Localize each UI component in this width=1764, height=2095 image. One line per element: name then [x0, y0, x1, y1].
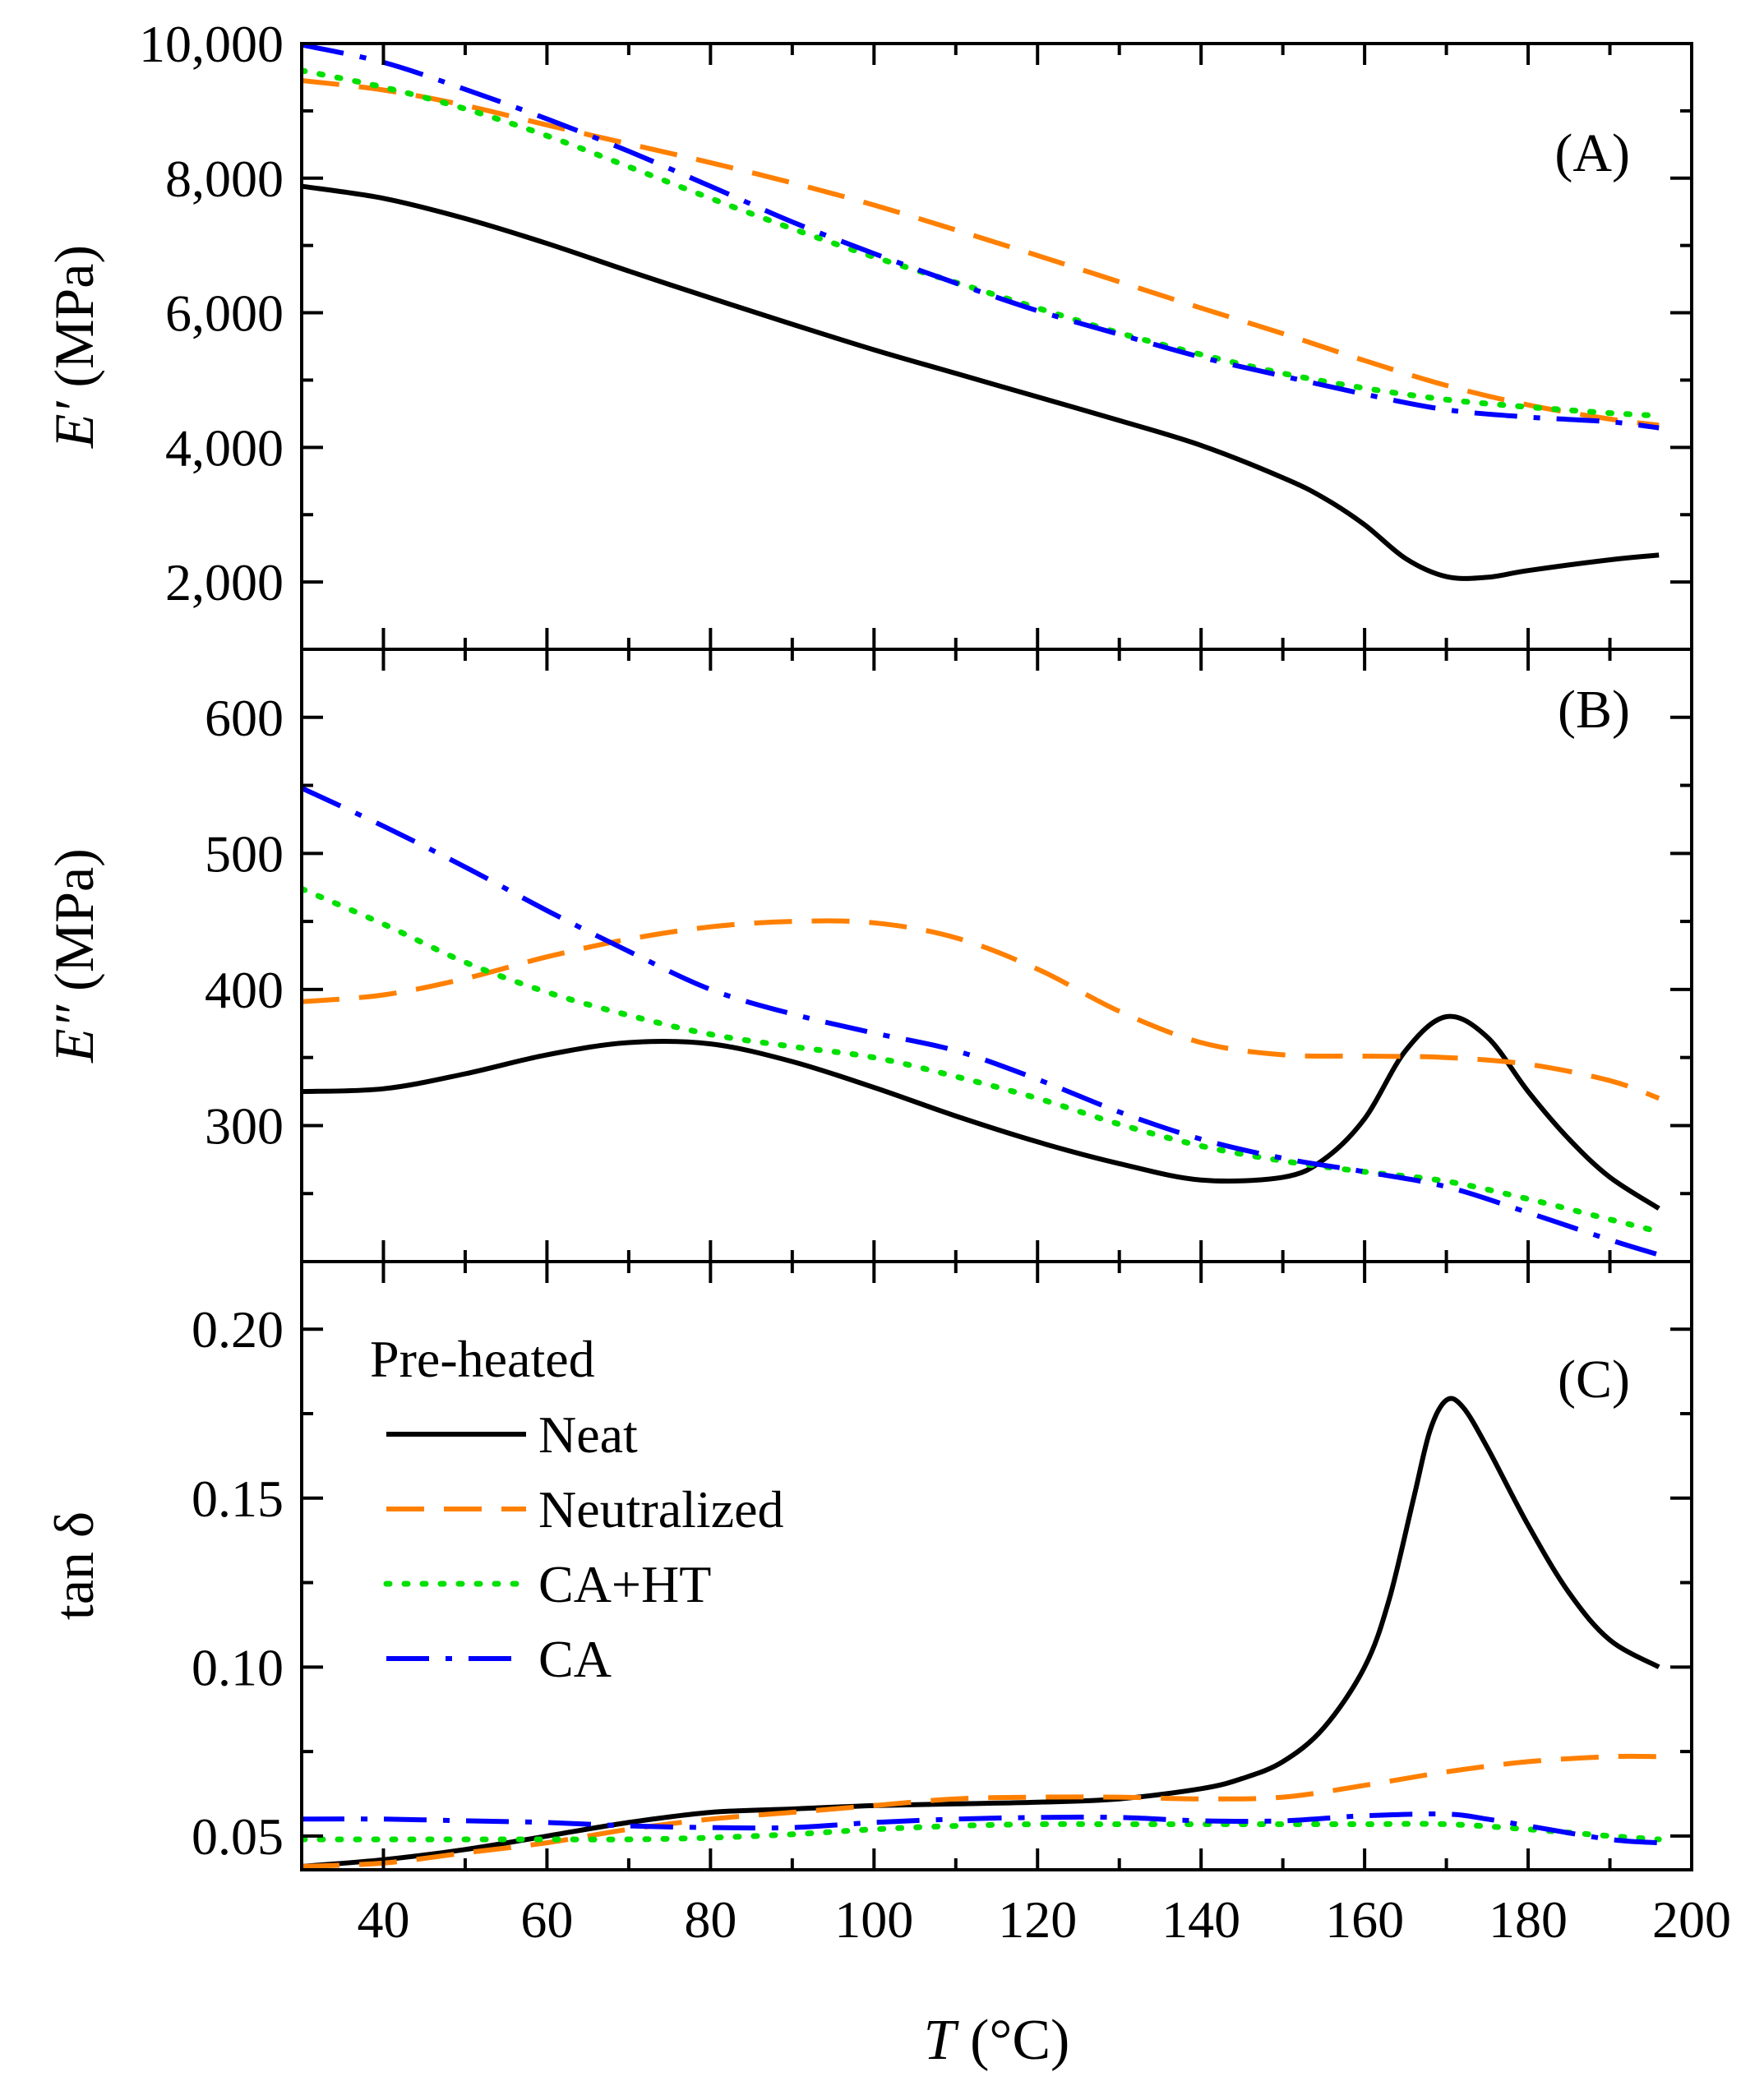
series-line-neat-c — [302, 1396, 1660, 1869]
y-tick-label-a: 6,000 — [165, 284, 284, 343]
series-line-neutralized-c — [302, 1753, 1660, 1869]
x-axis-symbol: T — [924, 2009, 960, 2072]
x-tick-label: 40 — [357, 1890, 409, 1949]
series-line-ca-c — [302, 1811, 1660, 1846]
y-tick-label-c: 0.15 — [192, 1470, 284, 1528]
series-line-neutralized-b — [302, 918, 1660, 1101]
panel-c: 0.05 0.10 0.15 0.20 (C) tan δ 40 60 80 100 120 140 1… — [43, 1260, 1731, 2072]
legend: Pre-heated Neat Neutralized CA+HT CA — [370, 1330, 784, 1688]
legend-label-neutralized: Neutralized — [538, 1480, 784, 1539]
plot-frame-c — [300, 1260, 1693, 1871]
panel-a: 2,000 4,000 6,000 8,000 10,000 (A) E′ (MPa) — [43, 15, 1693, 651]
panel-label: (A) — [1554, 123, 1630, 183]
y-axis-unit: (MPa) — [43, 245, 105, 402]
y-tick-label-b: 500 — [205, 824, 284, 883]
y-axis-label: tan δ — [43, 1511, 105, 1620]
x-tick-label: 160 — [1325, 1890, 1404, 1949]
y-axis-unit: (MPa) — [43, 848, 105, 1005]
series-line-ca-ht-a — [302, 67, 1662, 419]
y-axis-label: E′ (MPa) — [43, 245, 105, 449]
y-tick-label-c: 0.20 — [192, 1300, 284, 1359]
legend-label-ca: CA — [538, 1630, 612, 1688]
y-tick-label-a: 2,000 — [165, 553, 284, 611]
legend-label-neat: Neat — [538, 1405, 638, 1464]
series-line-ca-ht-c — [302, 1820, 1662, 1843]
panel-label: (C) — [1558, 1350, 1630, 1410]
series-line-neat-a — [302, 183, 1660, 581]
x-axis-label: T (°C) — [924, 2009, 1070, 2072]
y-tick-label-c: 0.10 — [192, 1638, 284, 1696]
x-tick-label: 180 — [1489, 1890, 1568, 1949]
y-axis-symbol: E″ — [43, 1004, 105, 1064]
series-line-ca-ht-b — [302, 885, 1662, 1235]
legend-label-ca-ht: CA+HT — [538, 1555, 711, 1613]
x-tick-label: 200 — [1652, 1890, 1731, 1949]
x-tick-label: 140 — [1161, 1890, 1240, 1949]
series-line-ca-b — [302, 786, 1660, 1257]
y-tick-label-a: 8,000 — [165, 150, 284, 208]
y-tick-label-a: 10,000 — [139, 15, 284, 73]
x-axis-unit: (°C) — [956, 2009, 1070, 2072]
y-tick-label-b: 300 — [205, 1096, 284, 1155]
panel-b: 300 400 500 600 (B) E″ (MPa) — [43, 648, 1693, 1263]
y-tick-label-b: 600 — [205, 689, 284, 747]
y-axis-symbol: tan δ — [43, 1511, 105, 1620]
panel-label: (B) — [1558, 680, 1630, 740]
series-line-neutralized-a — [302, 78, 1660, 428]
y-axis-symbol: E′ — [43, 401, 105, 450]
x-tick-label: 120 — [998, 1890, 1077, 1949]
x-tick-label: 100 — [834, 1890, 913, 1949]
series-line-neat-b — [302, 1013, 1660, 1211]
x-tick-label: 80 — [684, 1890, 737, 1949]
y-tick-label-b: 400 — [205, 961, 284, 1019]
series-line-ca-a — [302, 44, 1660, 431]
y-tick-label-a: 4,000 — [165, 418, 284, 477]
y-axis-label: E″ (MPa) — [43, 848, 105, 1064]
y-tick-label-c: 0.05 — [192, 1807, 284, 1866]
x-tick-label: 60 — [520, 1890, 573, 1949]
legend-title: Pre-heated — [370, 1330, 595, 1388]
